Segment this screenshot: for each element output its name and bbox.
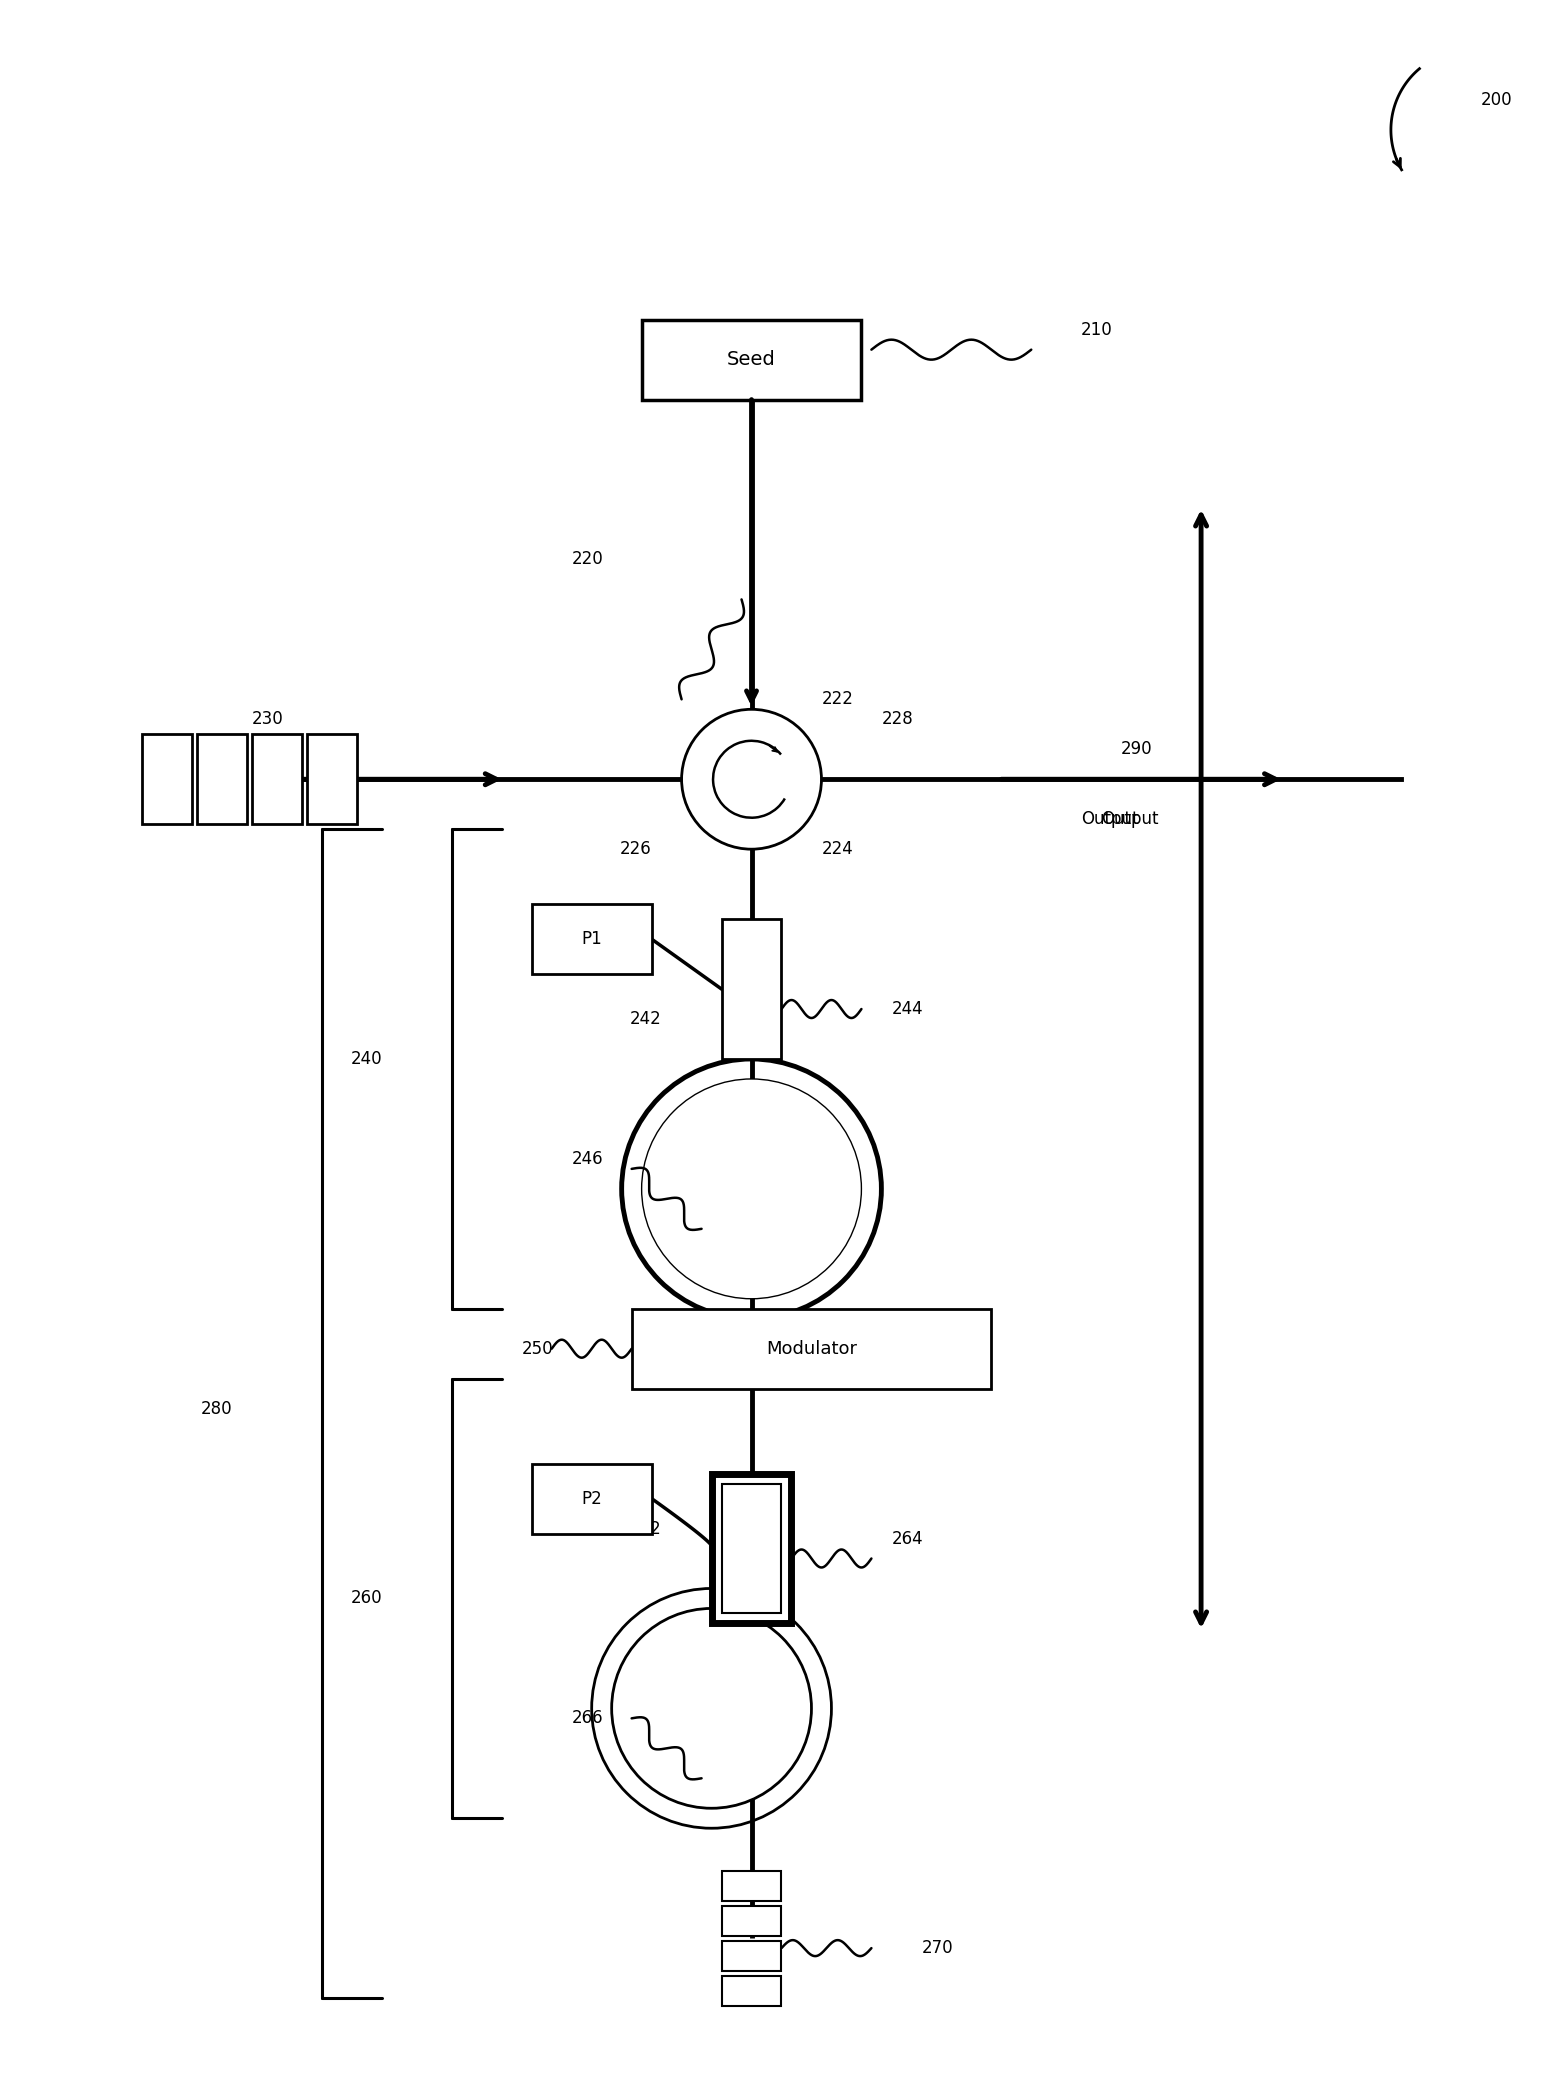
Bar [722, 1976, 781, 2005]
Bar [143, 734, 193, 825]
Text: 228: 228 [882, 711, 913, 727]
Text: Output: Output [1081, 810, 1138, 829]
Text: P2: P2 [581, 1490, 603, 1507]
Bar [531, 1463, 652, 1534]
Text: 220: 220 [572, 551, 604, 569]
Text: 210: 210 [1081, 320, 1114, 339]
Text: 242: 242 [631, 1010, 662, 1029]
Bar [722, 1941, 781, 1970]
Text: 240: 240 [351, 1049, 382, 1068]
Text: 230: 230 [252, 711, 284, 727]
Text: 222: 222 [822, 690, 853, 709]
Text: P1: P1 [581, 931, 603, 948]
Bar [711, 1473, 792, 1623]
Bar [252, 734, 301, 825]
Text: Output: Output [1101, 810, 1159, 829]
Bar [641, 320, 862, 399]
Text: 280: 280 [200, 1401, 231, 1417]
Text: 266: 266 [572, 1710, 603, 1727]
Circle shape [682, 709, 822, 850]
Bar [197, 734, 247, 825]
Text: 200: 200 [1482, 91, 1513, 108]
Text: 270: 270 [921, 1939, 954, 1957]
Circle shape [612, 1608, 812, 1808]
Text: Modulator: Modulator [766, 1340, 857, 1357]
Bar [307, 734, 357, 825]
Bar [722, 1870, 781, 1901]
Text: 262: 262 [631, 1519, 662, 1538]
Bar [722, 1484, 781, 1613]
Text: 246: 246 [572, 1149, 603, 1168]
Text: 224: 224 [822, 840, 853, 858]
Bar [531, 904, 652, 975]
Text: 244: 244 [891, 1000, 922, 1018]
Bar [632, 1309, 991, 1388]
Circle shape [641, 1078, 862, 1299]
Text: 250: 250 [522, 1340, 553, 1357]
Bar [722, 918, 781, 1060]
Text: 264: 264 [891, 1529, 922, 1548]
Text: Seed: Seed [727, 351, 776, 370]
Bar [722, 1906, 781, 1935]
Text: 260: 260 [351, 1590, 382, 1608]
Text: 226: 226 [620, 840, 652, 858]
Text: 290: 290 [1121, 740, 1152, 758]
